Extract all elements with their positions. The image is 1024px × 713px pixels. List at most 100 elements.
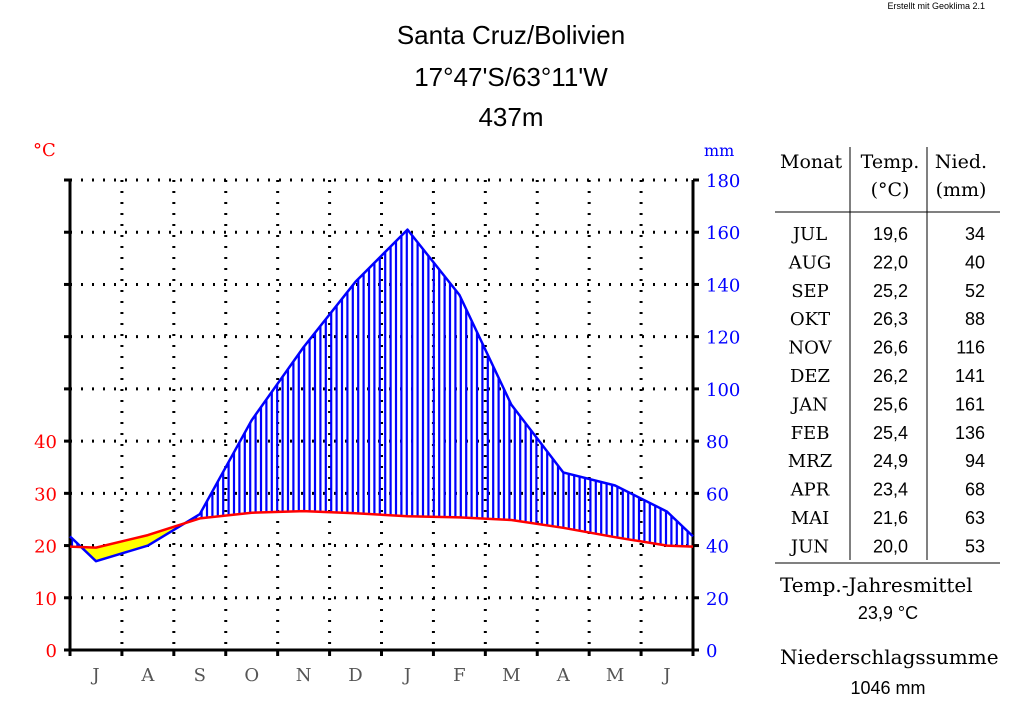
table-cell-prec: 116 <box>956 338 985 358</box>
precipitation-point <box>147 544 149 547</box>
precipitation-point <box>562 471 564 474</box>
x-tick-label: F <box>453 665 466 686</box>
table-header-temp-unit: (°C) <box>871 179 910 201</box>
y-left-tick-label: 20 <box>34 537 57 558</box>
table-cell-temp: 26,6 <box>873 338 908 358</box>
table-rows: JUL 19,6 34 AUG 22,0 40 SEP 25,2 52 OKT 26,3 88 NOV 2… <box>788 224 985 557</box>
table-cell-month: MRZ <box>788 451 833 472</box>
x-tick-label: M <box>606 665 624 686</box>
table-cell-prec: 161 <box>955 394 985 414</box>
temperature-point <box>199 517 201 520</box>
x-tick-label: J <box>402 665 411 686</box>
temperature-point <box>406 515 409 518</box>
y-right-tick-label: 40 <box>706 537 729 558</box>
y-left-unit-label: °C <box>33 140 56 161</box>
tick-labels: 0 10 20 30 40 0 20 40 60 80 100 120 140 160 180 J A S O N D J… <box>34 171 740 686</box>
y-right-tick-label: 160 <box>706 223 740 244</box>
chart-axes <box>64 178 699 656</box>
data-lines <box>69 228 694 563</box>
y-right-tick-label: 0 <box>706 641 717 662</box>
annual-sum-value: 1046 mm <box>850 678 925 698</box>
y-left-tick-label: 40 <box>34 432 57 453</box>
table-header-prec: Nied. <box>935 151 987 173</box>
temperature-line <box>69 509 694 549</box>
table-cell-temp: 26,2 <box>873 366 908 386</box>
table-cell-prec: 52 <box>965 281 985 301</box>
temperature-point <box>354 512 357 514</box>
table-cell-month: SEP <box>791 281 829 302</box>
temperature-point <box>666 544 668 547</box>
table-cell-temp: 26,3 <box>873 309 908 329</box>
annual-sum-label: Niederschlagssumme <box>780 645 999 669</box>
x-tick-label: M <box>502 665 520 686</box>
table-cell-temp: 22,0 <box>873 252 908 272</box>
precipitation-line <box>69 228 694 563</box>
y-right-tick-label: 120 <box>706 328 740 349</box>
table-cell-temp: 21,6 <box>873 508 908 528</box>
y-left-tick-label: 30 <box>34 484 57 505</box>
y-right-tick-label: 140 <box>706 275 740 296</box>
table-cell-month: NOV <box>788 338 832 359</box>
table-cell-temp: 20,0 <box>873 536 908 556</box>
table-cell-month: MAI <box>791 508 830 529</box>
table-cell-prec: 34 <box>965 224 985 244</box>
temperature-point <box>95 546 97 549</box>
precipitation-point <box>406 228 409 231</box>
table-cell-prec: 94 <box>965 451 985 471</box>
table-cell-prec: 136 <box>955 423 985 443</box>
temperature-point <box>562 527 564 529</box>
annual-mean-label: Temp.-Jahresmittel <box>780 573 973 597</box>
precipitation-point <box>614 484 616 487</box>
table-cell-temp: 23,4 <box>873 480 908 500</box>
y-right-unit-label: mm <box>704 141 734 160</box>
precipitation-point <box>354 281 357 283</box>
table-cell-month: APR <box>790 480 830 501</box>
table-cell-month: JUN <box>789 536 829 557</box>
table-cell-temp: 24,9 <box>873 451 908 471</box>
table-cell-temp: 25,2 <box>873 281 908 301</box>
precipitation-point <box>250 419 253 422</box>
table-cell-prec: 40 <box>965 252 985 272</box>
precipitation-point <box>95 560 97 562</box>
table-cell-temp: 19,6 <box>873 224 908 244</box>
table-cell-prec: 141 <box>955 366 985 386</box>
table-cell-temp: 25,4 <box>873 423 908 443</box>
x-tick-label: J <box>90 665 99 686</box>
table-cell-prec: 68 <box>965 480 985 500</box>
y-left-tick-label: 10 <box>34 589 57 610</box>
precipitation-point <box>458 294 461 296</box>
x-tick-label: D <box>348 665 362 686</box>
precipitation-point <box>199 513 201 515</box>
station-title: Santa Cruz/Bolivien <box>397 20 625 50</box>
table-cell-month: OKT <box>790 309 830 330</box>
credit-text: Erstellt mit Geoklima 2.1 <box>887 1 985 11</box>
temperature-point <box>510 519 513 521</box>
temperature-point <box>147 534 149 536</box>
x-tick-label: S <box>194 665 206 686</box>
table-cell-month: AUG <box>788 252 832 273</box>
temperature-point <box>458 516 461 519</box>
precipitation-point <box>302 346 305 348</box>
y-right-tick-label: 180 <box>706 171 740 192</box>
x-tick-label: N <box>296 665 312 686</box>
grid-lines <box>70 178 693 650</box>
y-right-tick-label: 80 <box>706 432 729 453</box>
station-elevation: 437m <box>478 102 543 132</box>
temperature-point <box>250 511 253 514</box>
table-cell-prec: 88 <box>965 309 985 329</box>
temperature-point <box>302 510 305 512</box>
table-cell-prec: 53 <box>965 536 985 556</box>
table-cell-month: FEB <box>791 423 830 444</box>
y-right-tick-label: 20 <box>706 589 729 610</box>
table-header-temp: Temp. <box>861 151 920 173</box>
station-coordinates: 17°47'S/63°11'W <box>414 62 608 92</box>
table-cell-prec: 63 <box>965 508 985 528</box>
temperature-point <box>614 536 616 538</box>
precipitation-point <box>510 403 513 406</box>
y-left-tick-label: 0 <box>46 641 57 662</box>
table-cell-temp: 25,6 <box>873 394 908 414</box>
x-tick-label: A <box>556 665 571 686</box>
table-cell-month: JUL <box>791 224 827 245</box>
table-cell-month: JAN <box>790 394 828 415</box>
